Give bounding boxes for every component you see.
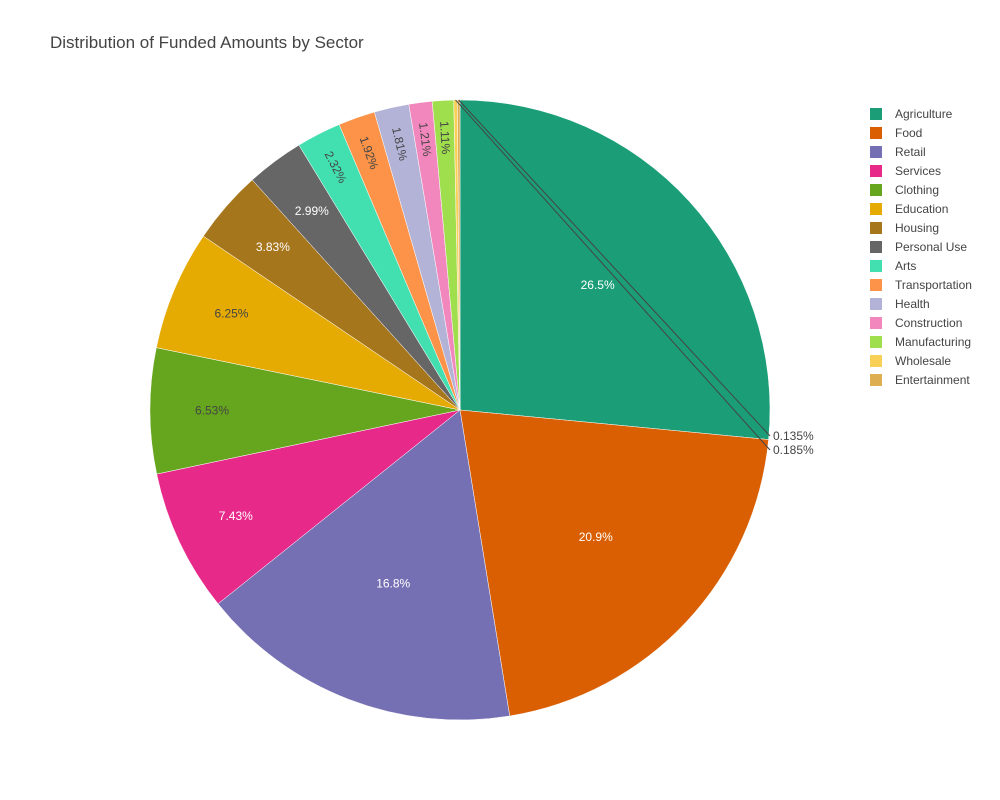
legend-swatch-services[interactable] <box>870 165 882 177</box>
legend-label-entertainment[interactable]: Entertainment <box>895 373 970 387</box>
slice-label-services: 7.43% <box>219 509 253 523</box>
legend-swatch-construction[interactable] <box>870 317 882 329</box>
legend-swatch-personal-use[interactable] <box>870 241 882 253</box>
legend-label-clothing[interactable]: Clothing <box>895 183 939 197</box>
slice-retail[interactable] <box>217 409 510 721</box>
legend-swatch-manufacturing[interactable] <box>870 336 882 348</box>
legend-swatch-wholesale[interactable] <box>870 355 882 367</box>
legend-label-transportation[interactable]: Transportation <box>895 278 972 292</box>
leader-line-wholesale <box>455 99 771 451</box>
legend-label-retail[interactable]: Retail <box>895 145 926 159</box>
legend-label-manufacturing[interactable]: Manufacturing <box>895 335 971 349</box>
legend-label-construction[interactable]: Construction <box>895 316 962 330</box>
legend-swatch-arts[interactable] <box>870 260 882 272</box>
slice-label-entertainment: 0.135% <box>773 429 814 443</box>
legend-swatch-clothing[interactable] <box>870 184 882 196</box>
legend-swatch-agriculture[interactable] <box>870 108 882 120</box>
legend-label-agriculture[interactable]: Agriculture <box>895 107 953 121</box>
slice-label-clothing: 6.53% <box>195 404 229 418</box>
chart-title: Distribution of Funded Amounts by Sector <box>50 33 364 52</box>
legend-label-services[interactable]: Services <box>895 164 941 178</box>
slice-labels: 26.5% 20.9% 16.8% 7.43% 6.53% 6.25% 3.83% 2.99%… <box>195 99 814 591</box>
pie-slices <box>149 99 771 721</box>
legend-label-health[interactable]: Health <box>895 297 930 311</box>
legend-label-housing[interactable]: Housing <box>895 221 939 235</box>
slice-education[interactable] <box>156 235 461 411</box>
slice-label-retail: 16.8% <box>376 577 410 591</box>
slice-label-manufacturing: 1.11% <box>437 121 453 155</box>
slice-food[interactable] <box>459 409 769 717</box>
slice-label-education: 6.25% <box>214 307 248 321</box>
slice-label-food: 20.9% <box>579 530 613 544</box>
legend-swatch-health[interactable] <box>870 298 882 310</box>
legend-swatch-food[interactable] <box>870 127 882 139</box>
legend-swatch-retail[interactable] <box>870 146 882 158</box>
legend: Agriculture Food Retail Services Clothing Edu… <box>870 107 972 387</box>
slice-services[interactable] <box>156 409 461 605</box>
legend-swatch-entertainment[interactable] <box>870 374 882 386</box>
legend-label-arts[interactable]: Arts <box>895 259 916 273</box>
slice-label-wholesale: 0.185% <box>773 443 814 457</box>
slice-entertainment[interactable] <box>457 99 461 411</box>
legend-label-food[interactable]: Food <box>895 126 922 140</box>
slice-clothing[interactable] <box>149 347 461 475</box>
slice-label-construction: 1.21% <box>416 122 434 158</box>
slice-label-personal-use: 2.99% <box>295 204 329 218</box>
legend-swatch-housing[interactable] <box>870 222 882 234</box>
leader-line-entertainment <box>458 99 771 437</box>
legend-swatch-education[interactable] <box>870 203 882 215</box>
slice-label-agriculture: 26.5% <box>581 278 615 292</box>
legend-label-personal-use[interactable]: Personal Use <box>895 240 967 254</box>
legend-swatch-transportation[interactable] <box>870 279 882 291</box>
legend-label-wholesale[interactable]: Wholesale <box>895 354 951 368</box>
legend-label-education[interactable]: Education <box>895 202 948 216</box>
slice-label-housing: 3.83% <box>256 240 290 254</box>
